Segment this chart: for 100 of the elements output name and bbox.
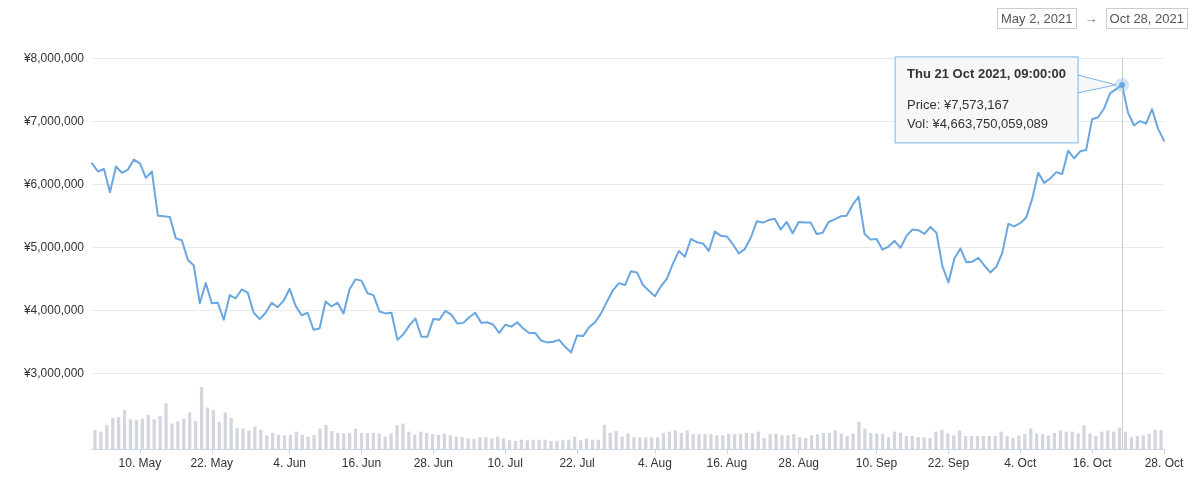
bar xyxy=(537,439,541,449)
bar xyxy=(691,434,695,449)
bar xyxy=(750,433,754,449)
bar xyxy=(271,432,275,449)
bar xyxy=(401,423,405,449)
x-tick-label: 10. May xyxy=(118,456,162,470)
bar xyxy=(1017,435,1021,449)
x-tick-label: 28. Aug xyxy=(778,456,820,470)
bar xyxy=(253,426,257,449)
bar xyxy=(993,435,997,449)
y-tick-label: ¥8,000,000 xyxy=(22,51,85,65)
bar xyxy=(1046,435,1051,449)
text: May 2, 2021 xyxy=(997,8,1077,29)
bar xyxy=(140,418,144,449)
bar xyxy=(205,407,210,449)
bar xyxy=(158,416,162,449)
bar xyxy=(804,437,808,449)
bar xyxy=(863,428,867,449)
y-tick-label: ¥3,000,000 xyxy=(22,366,85,381)
bar xyxy=(703,434,707,449)
bar xyxy=(448,435,452,449)
bar xyxy=(1117,427,1122,449)
bar xyxy=(898,432,903,449)
x-tick-label: 10. Jul xyxy=(487,456,523,470)
bar xyxy=(507,440,512,449)
bar xyxy=(975,435,980,449)
bar xyxy=(282,435,287,449)
bar xyxy=(999,431,1003,449)
bar xyxy=(276,434,281,449)
y-tick-label: ¥5,000,000 xyxy=(22,240,85,255)
bar xyxy=(176,421,180,449)
bar xyxy=(300,434,304,449)
bar xyxy=(946,433,950,449)
bar xyxy=(454,436,458,449)
bar xyxy=(1023,434,1027,449)
bar xyxy=(117,417,121,449)
bar xyxy=(928,437,932,449)
bar xyxy=(963,435,968,449)
bar xyxy=(1088,433,1092,449)
bar xyxy=(679,432,683,449)
bar xyxy=(626,433,630,449)
bar xyxy=(780,435,784,449)
bar xyxy=(1082,425,1086,449)
bar xyxy=(602,424,606,449)
bar xyxy=(1135,435,1139,449)
bar xyxy=(105,424,109,449)
bar xyxy=(614,431,618,449)
bar xyxy=(715,435,719,449)
bar xyxy=(709,434,713,449)
bar xyxy=(430,434,435,449)
bar xyxy=(525,440,529,449)
x-tick-label: 22. Jul xyxy=(559,456,595,470)
bar xyxy=(122,409,127,449)
bar xyxy=(934,431,938,449)
bar xyxy=(792,434,796,449)
bar xyxy=(235,427,239,449)
bar xyxy=(732,434,737,449)
bar xyxy=(348,432,352,449)
bar xyxy=(608,432,612,449)
bar xyxy=(513,440,518,449)
y-tick-label: ¥6,000,000 xyxy=(22,177,85,192)
bar xyxy=(490,438,494,449)
bar xyxy=(786,435,790,449)
bar xyxy=(146,414,150,449)
x-tick-label: 16. Jun xyxy=(341,456,382,470)
bar xyxy=(952,435,956,449)
bar xyxy=(288,434,293,449)
bar xyxy=(632,437,636,449)
bar xyxy=(673,430,678,449)
x-tick-label: 28. Jun xyxy=(413,456,454,470)
bar xyxy=(1029,428,1033,449)
text: → xyxy=(1084,11,1098,26)
bar xyxy=(590,439,595,449)
bar xyxy=(413,434,417,449)
bar xyxy=(188,412,192,449)
bar xyxy=(1159,429,1163,449)
bar xyxy=(199,387,204,449)
y-tick-label: ¥7,000,000 xyxy=(22,114,85,129)
bar xyxy=(1147,434,1151,449)
bar xyxy=(1035,433,1039,449)
bar xyxy=(377,433,381,449)
bar xyxy=(644,437,648,449)
bar xyxy=(182,418,186,449)
bar xyxy=(573,436,577,449)
bar xyxy=(460,437,464,449)
bar xyxy=(809,435,814,449)
bar xyxy=(99,431,103,449)
bar xyxy=(875,433,879,449)
bar xyxy=(1005,435,1009,449)
bar xyxy=(774,433,778,449)
y-tick-label: ¥4,000,000 xyxy=(22,303,85,318)
bar xyxy=(496,436,500,449)
x-tick-label: 16. Aug xyxy=(706,456,748,470)
x-tick-label: 4. Jun xyxy=(273,456,306,470)
bar xyxy=(815,434,820,449)
bar xyxy=(312,434,316,449)
bar xyxy=(1076,433,1080,449)
x-tick-label: 28. Oct xyxy=(1144,456,1185,470)
bar xyxy=(1058,430,1062,449)
bar xyxy=(904,435,908,449)
